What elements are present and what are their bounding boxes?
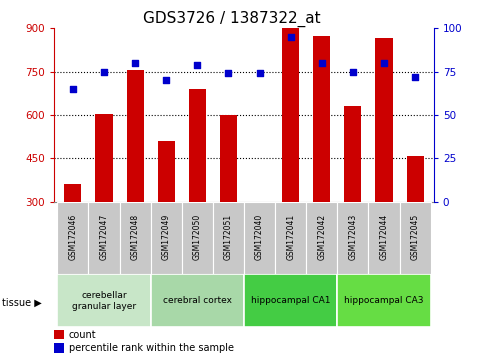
Bar [189, 89, 206, 202]
Text: cerebellar
granular layer: cerebellar granular layer [72, 291, 136, 310]
Bar [244, 274, 337, 327]
Bar [127, 70, 143, 202]
Bar [120, 202, 151, 274]
Point [193, 62, 201, 68]
Bar [337, 274, 431, 327]
Point [256, 70, 264, 76]
Bar [54, 330, 64, 339]
Text: hippocampal CA3: hippocampal CA3 [344, 296, 424, 306]
Text: GSM172044: GSM172044 [380, 213, 388, 260]
Text: GSM172051: GSM172051 [224, 213, 233, 260]
Text: GSM172041: GSM172041 [286, 213, 295, 260]
Text: GSM172050: GSM172050 [193, 213, 202, 260]
Text: GSM172046: GSM172046 [69, 213, 77, 260]
Text: GSM172047: GSM172047 [100, 213, 108, 260]
Bar [57, 202, 88, 274]
Bar [57, 274, 151, 327]
Bar [337, 202, 368, 274]
Point [131, 60, 139, 66]
Bar [158, 141, 175, 202]
Text: GSM172040: GSM172040 [255, 213, 264, 260]
Bar [151, 202, 182, 274]
Point [287, 34, 295, 40]
Bar [213, 202, 244, 274]
Bar [368, 202, 400, 274]
Bar [275, 202, 306, 274]
Text: hippocampal CA1: hippocampal CA1 [251, 296, 330, 306]
Text: cerebral cortex: cerebral cortex [163, 296, 232, 306]
Point [162, 78, 170, 83]
Bar [407, 155, 423, 202]
Bar [54, 343, 64, 353]
Text: GSM172042: GSM172042 [317, 213, 326, 260]
Bar [88, 202, 120, 274]
Text: GSM172049: GSM172049 [162, 213, 171, 260]
Text: GDS3726 / 1387322_at: GDS3726 / 1387322_at [143, 11, 320, 27]
Bar [244, 202, 275, 274]
Bar [345, 106, 361, 202]
Bar [96, 114, 112, 202]
Bar [65, 184, 81, 202]
Point [100, 69, 108, 75]
Text: GSM172048: GSM172048 [131, 213, 140, 260]
Bar [376, 38, 392, 202]
Bar [400, 202, 431, 274]
Bar [220, 115, 237, 202]
Text: count: count [69, 330, 96, 340]
Point [349, 69, 357, 75]
Text: GSM172045: GSM172045 [411, 213, 420, 260]
Text: percentile rank within the sample: percentile rank within the sample [69, 343, 234, 353]
Bar [306, 202, 337, 274]
Bar [282, 28, 299, 202]
Point [69, 86, 77, 92]
Text: tissue ▶: tissue ▶ [2, 298, 42, 308]
Point [411, 74, 419, 80]
Bar [182, 202, 213, 274]
Point [380, 60, 388, 66]
Bar [151, 274, 244, 327]
Text: GSM172043: GSM172043 [349, 213, 357, 260]
Point [318, 60, 326, 66]
Point [224, 70, 232, 76]
Bar [313, 35, 330, 202]
